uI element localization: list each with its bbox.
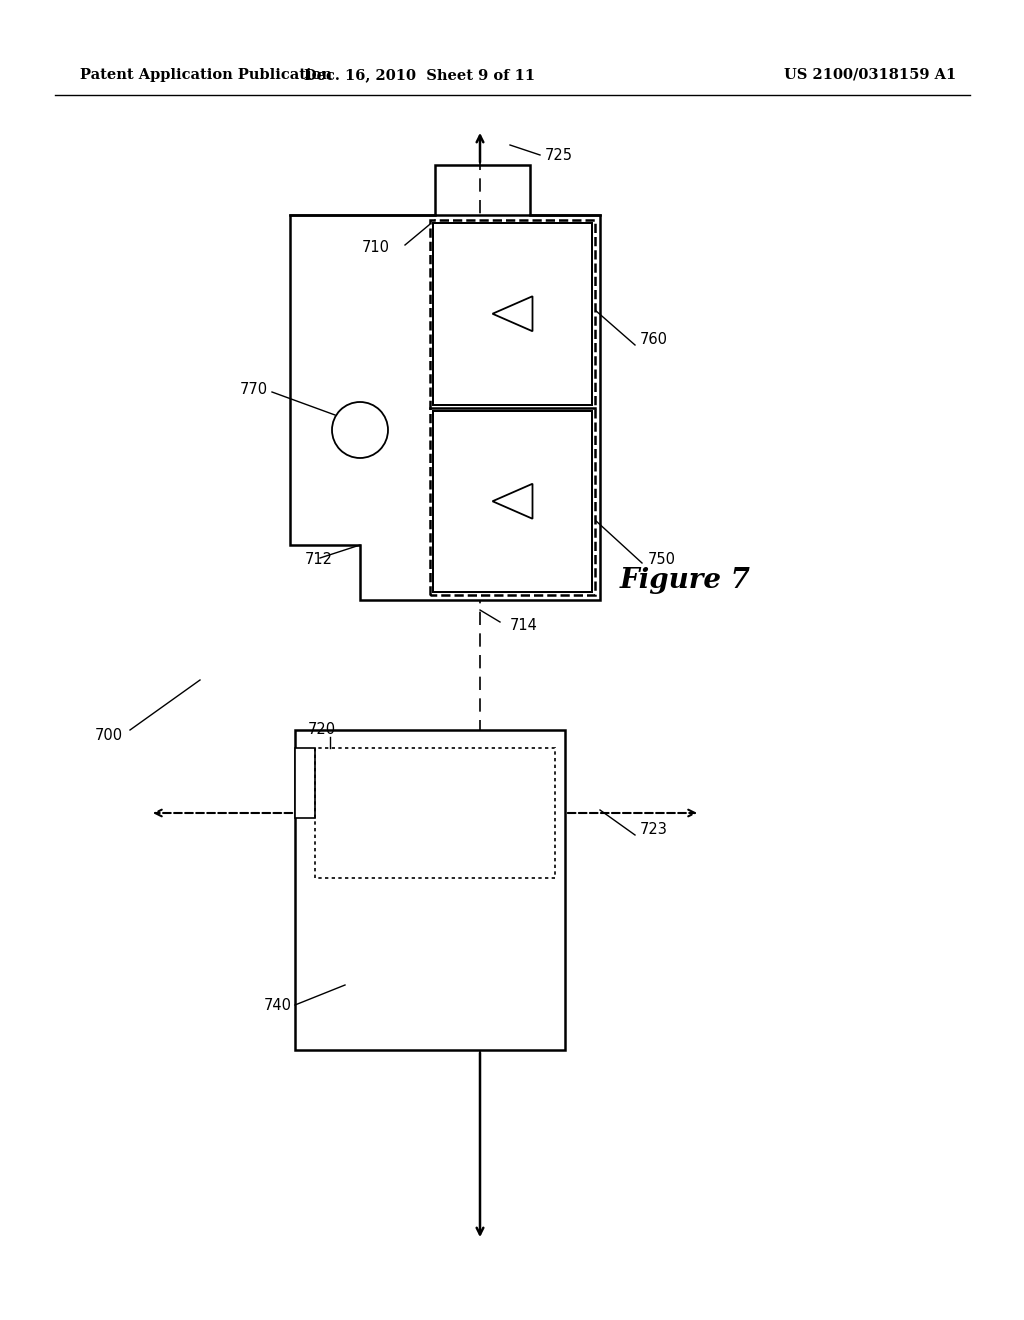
Text: 712: 712 [305,553,333,568]
Text: 740: 740 [264,998,292,1012]
Text: 725: 725 [545,148,573,162]
Text: 760: 760 [640,333,668,347]
Text: 720: 720 [308,722,336,737]
Text: Dec. 16, 2010  Sheet 9 of 11: Dec. 16, 2010 Sheet 9 of 11 [304,69,536,82]
Polygon shape [295,730,565,1049]
Text: Patent Application Publication: Patent Application Publication [80,69,332,82]
Text: 723: 723 [640,822,668,837]
Text: Figure 7: Figure 7 [620,566,751,594]
Polygon shape [295,748,315,818]
Polygon shape [433,411,592,591]
Text: 750: 750 [648,553,676,568]
Text: 714: 714 [510,618,538,632]
Text: 700: 700 [95,727,123,742]
Text: 710: 710 [362,240,390,256]
Polygon shape [290,215,600,601]
Polygon shape [430,220,595,595]
Polygon shape [433,223,592,404]
Text: US 2100/0318159 A1: US 2100/0318159 A1 [784,69,956,82]
Text: 770: 770 [240,383,268,397]
